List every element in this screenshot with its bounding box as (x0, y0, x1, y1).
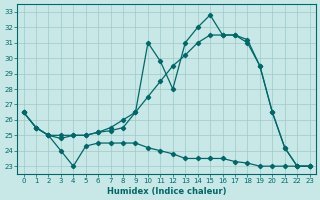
X-axis label: Humidex (Indice chaleur): Humidex (Indice chaleur) (107, 187, 226, 196)
